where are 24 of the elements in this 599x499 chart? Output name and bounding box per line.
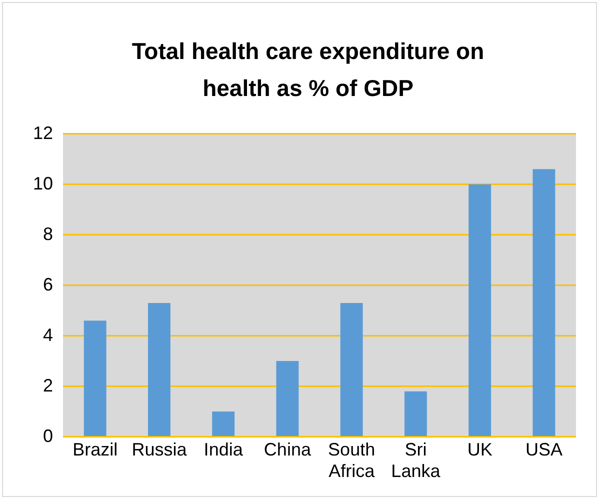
y-tick-label: 6	[43, 274, 54, 294]
x-tick-label: USA	[525, 440, 562, 460]
y-tick-label: 8	[43, 224, 54, 244]
bar	[276, 361, 299, 436]
y-tick-label: 2	[43, 375, 54, 396]
y-tick-label: 12	[32, 122, 54, 143]
x-tick-label: Russia	[132, 440, 188, 460]
y-tick-label: 4	[43, 324, 54, 345]
bar	[404, 391, 427, 436]
bar	[532, 169, 556, 436]
chart-title: Total health care expenditure on health as % of GDP	[130, 37, 486, 103]
y-tick-label: 0	[43, 426, 54, 446]
bar	[212, 412, 235, 436]
x-tick-label: UK	[467, 440, 492, 460]
bar	[84, 320, 106, 436]
bar	[340, 302, 363, 436]
bar	[148, 302, 170, 436]
x-tick-label: India	[204, 440, 244, 460]
x-tick-label: Brazil	[72, 440, 118, 460]
x-tick-label: China	[264, 440, 312, 460]
y-tick-label: 10	[32, 173, 54, 194]
x-tick-label: Sri Lanka	[391, 440, 442, 482]
x-tick-label: South Africa	[328, 440, 376, 482]
bar	[468, 184, 492, 436]
